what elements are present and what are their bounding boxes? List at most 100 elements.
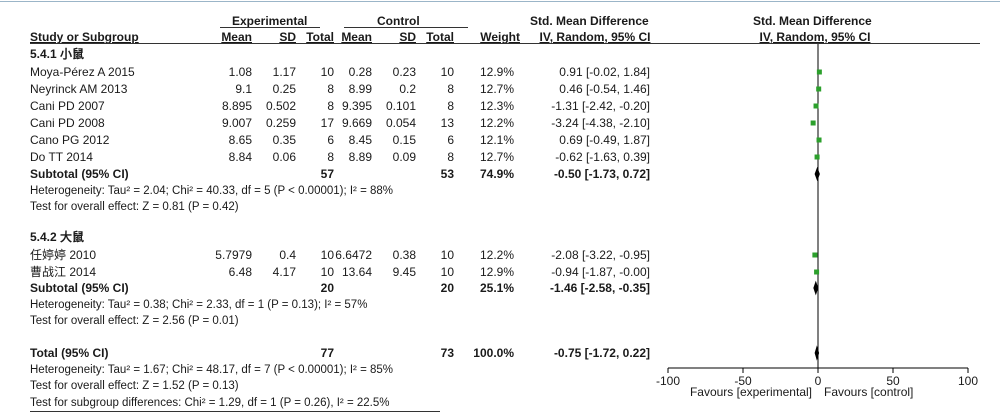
x-tick-label: 0: [815, 374, 822, 388]
n2-cell: 10: [440, 248, 454, 262]
subtotal-n1: 57: [320, 167, 334, 181]
mean1-cell: 9.1: [235, 82, 252, 96]
ci-cell: 0.91 [-0.02, 1.84]: [559, 65, 650, 79]
overall-effect-text: Test for overall effect: Z = 2.56 (P = 0…: [30, 315, 239, 327]
heterogeneity-text: Heterogeneity: Tau² = 2.04; Chi² = 40.33…: [30, 185, 394, 197]
sd1-cell: 0.35: [272, 133, 296, 147]
weight-cell: 12.9%: [479, 65, 514, 79]
mean1-cell: 8.84: [228, 150, 252, 164]
subtotal-label: Subtotal (95% CI): [30, 281, 129, 295]
total-n2: 73: [440, 346, 454, 360]
n2-cell: 8: [447, 82, 454, 96]
favours-left-label: Favours [experimental]: [690, 385, 812, 399]
subgroup-differences-text: Test for subgroup differences: Chi² = 1.…: [30, 397, 390, 409]
summary-diamond: [813, 280, 819, 296]
col-total1-header: Total: [306, 30, 334, 44]
sd2-cell: 9.45: [392, 265, 416, 279]
control-underline: [344, 27, 468, 28]
mean2-cell: 8.45: [348, 133, 372, 147]
favours-right-label: Favours [control]: [824, 385, 913, 399]
n1-cell: 10: [320, 265, 334, 279]
sd1-cell: 0.06: [272, 150, 296, 164]
sd2-cell: 0.09: [392, 150, 416, 164]
study-name: Do TT 2014: [30, 150, 93, 164]
n1-cell: 6: [327, 133, 334, 147]
top-border: [0, 1, 1000, 2]
col-sd1-header: SD: [279, 30, 296, 44]
study-name: 任婷婷 2010: [30, 248, 97, 262]
total-overall-effect-text: Test for overall effect: Z = 1.52 (P = 0…: [30, 380, 239, 392]
n1-cell: 10: [320, 65, 334, 79]
n2-cell: 10: [440, 65, 454, 79]
ci-cell: -1.31 [-2.42, -0.20]: [551, 99, 650, 113]
col-weight-header: Weight: [480, 30, 520, 44]
ci-cell: 0.46 [-0.54, 1.46]: [559, 82, 650, 96]
col-mean1-header: Mean: [221, 30, 252, 44]
sd2-cell: 0.2: [399, 82, 416, 96]
mean2-cell: 6.6472: [335, 248, 372, 262]
sd2-cell: 0.23: [392, 65, 416, 79]
weight-cell: 12.1%: [479, 133, 514, 147]
summary-diamond: [814, 345, 820, 361]
n2-cell: 8: [447, 150, 454, 164]
mean1-cell: 8.895: [221, 99, 252, 113]
group-title: 5.4.1 小鼠: [30, 47, 85, 61]
ci-cell: -2.08 [-3.22, -0.95]: [551, 248, 650, 262]
study-square: [814, 269, 820, 275]
col-method-left-header: IV, Random, 95% CI: [539, 30, 651, 44]
sd1-cell: 1.17: [272, 65, 296, 79]
subtotal-n1: 20: [320, 281, 334, 295]
total-label: Total (95% CI): [30, 346, 109, 360]
n2-cell: 6: [447, 133, 454, 147]
col-mean2-header: Mean: [341, 30, 372, 44]
n1-cell: 8: [327, 82, 334, 96]
mean2-cell: 0.28: [348, 65, 372, 79]
n1-cell: 17: [320, 116, 334, 130]
total-heterogeneity-text: Heterogeneity: Tau² = 1.67; Chi² = 48.17…: [30, 364, 394, 376]
heterogeneity-text: Heterogeneity: Tau² = 0.38; Chi² = 2.33,…: [30, 299, 368, 311]
n1-cell: 8: [327, 150, 334, 164]
mean2-cell: 8.99: [348, 82, 372, 96]
study-name: 曹战江 2014: [30, 265, 97, 279]
weight-cell: 12.7%: [479, 150, 514, 164]
bottom-rule: [30, 411, 440, 412]
study-name: Moya-Pérez A 2015: [30, 65, 135, 79]
mean2-cell: 13.64: [341, 265, 372, 279]
group-title: 5.4.2 大鼠: [30, 230, 85, 244]
smd-header-right: Std. Mean Difference: [753, 14, 872, 28]
subtotal-ci: -0.50 [-1.73, 0.72]: [553, 167, 650, 181]
subtotal-n2: 53: [440, 167, 454, 181]
weight-cell: 12.7%: [479, 82, 514, 96]
weight-cell: 12.2%: [479, 116, 514, 130]
x-axis-ticks: -100 -50 0 50 100: [656, 368, 978, 388]
sd1-cell: 4.17: [272, 265, 296, 279]
study-square: [816, 86, 822, 92]
study-name: Cani PD 2007: [30, 99, 105, 113]
total-weight: 100.0%: [473, 346, 514, 360]
ci-cell: -3.24 [-4.38, -2.10]: [551, 116, 650, 130]
mean1-cell: 9.007: [221, 116, 252, 130]
weight-cell: 12.2%: [479, 248, 514, 262]
study-square: [814, 154, 820, 160]
sd1-cell: 0.4: [279, 248, 296, 262]
sd2-cell: 0.054: [385, 116, 416, 130]
ci-cell: 0.69 [-0.49, 1.87]: [559, 133, 650, 147]
ci-cell: -0.62 [-1.63, 0.39]: [555, 150, 650, 164]
study-square: [813, 103, 819, 109]
sd1-cell: 0.25: [272, 82, 296, 96]
total-n1: 77: [320, 346, 334, 360]
subtotal-n2: 20: [440, 281, 454, 295]
overall-effect-text: Test for overall effect: Z = 0.81 (P = 0…: [30, 201, 239, 213]
experimental-header: Experimental: [232, 14, 308, 28]
header-rule: [30, 43, 980, 44]
mean2-cell: 9.669: [341, 116, 372, 130]
smd-header-left: Std. Mean Difference: [530, 14, 649, 28]
study-square: [816, 69, 822, 75]
mean1-cell: 5.7979: [215, 248, 252, 262]
experimental-underline: [220, 27, 320, 28]
sd1-cell: 0.259: [265, 116, 296, 130]
col-sd2-header: SD: [399, 30, 416, 44]
x-tick-label: -50: [734, 374, 752, 388]
